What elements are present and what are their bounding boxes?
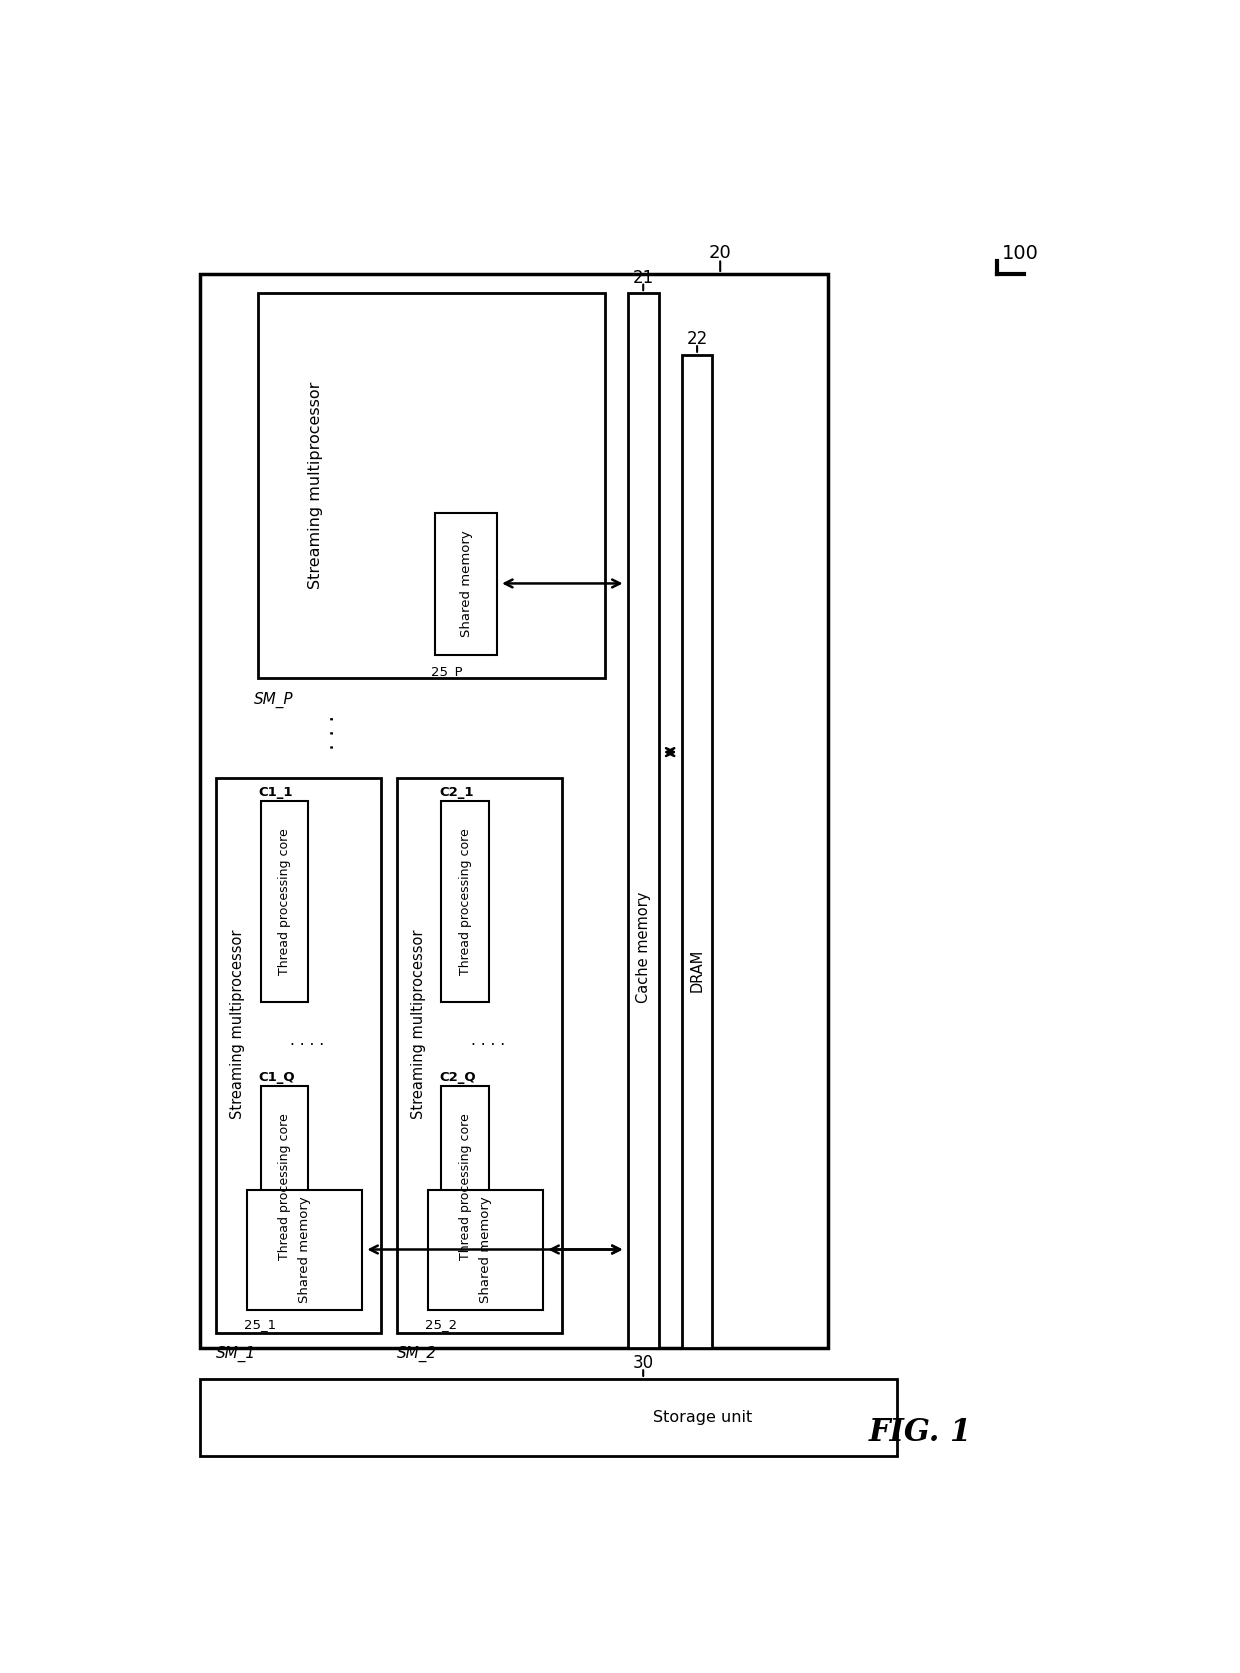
Text: SM_1: SM_1 [216,1347,255,1362]
Text: 21: 21 [632,269,653,286]
Text: 25_1: 25_1 [244,1318,277,1332]
Text: Thread processing core: Thread processing core [459,828,472,975]
Text: . . . .: . . . . [471,1032,505,1047]
Text: . . . .: . . . . [290,1032,324,1047]
Text: 20: 20 [709,244,732,263]
Text: 100: 100 [1002,244,1039,263]
Text: 25_P: 25_P [432,666,463,679]
Text: Streaming multiprocessor: Streaming multiprocessor [309,381,324,589]
Bar [201,274,828,1348]
Bar [397,778,563,1333]
Bar [260,1086,309,1287]
Text: C1_Q: C1_Q [258,1071,295,1084]
Text: Shared memory: Shared memory [298,1196,311,1303]
Bar [247,1190,362,1310]
Text: Shared memory: Shared memory [479,1196,492,1303]
Text: Thread processing core: Thread processing core [278,1113,291,1260]
Text: Storage unit: Storage unit [652,1410,751,1425]
Bar [441,1086,490,1287]
Text: C2_Q: C2_Q [439,1071,476,1084]
Text: 30: 30 [632,1355,653,1372]
Text: Thread processing core: Thread processing core [278,828,291,975]
Text: 22: 22 [687,330,708,348]
Bar [216,778,382,1333]
Bar [627,293,658,1348]
Bar [441,801,490,1002]
Bar [260,801,309,1002]
Bar [428,1190,543,1310]
Bar [682,355,713,1348]
Text: 25_2: 25_2 [425,1318,458,1332]
Bar [201,1379,898,1456]
Bar [258,293,605,678]
Text: DRAM: DRAM [689,949,704,992]
Text: C2_1: C2_1 [439,786,474,798]
Text: FIG. 1: FIG. 1 [869,1417,972,1449]
Text: C1_1: C1_1 [258,786,293,798]
Bar [435,512,497,656]
Text: . . .: . . . [317,714,337,750]
Text: SM_P: SM_P [254,691,294,708]
Text: SM_2: SM_2 [397,1347,436,1362]
Text: Shared memory: Shared memory [460,530,472,637]
Text: Thread processing core: Thread processing core [459,1113,472,1260]
Text: Streaming multiprocessor: Streaming multiprocessor [229,930,246,1119]
Text: Streaming multiprocessor: Streaming multiprocessor [410,930,425,1119]
Text: Cache memory: Cache memory [636,892,651,1002]
